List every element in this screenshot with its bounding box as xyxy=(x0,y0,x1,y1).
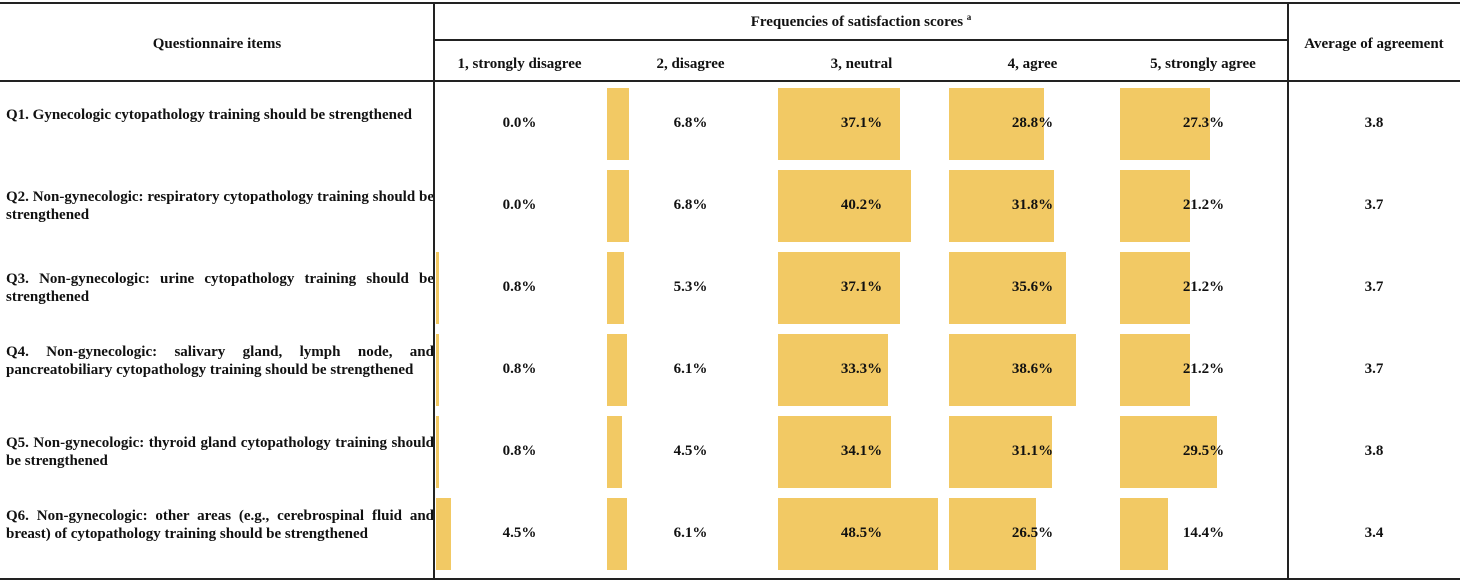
row-2-score-4-bar xyxy=(949,170,1054,242)
row-2-score-5-value: 21.2% xyxy=(1182,197,1225,213)
row-3-score-3-bar xyxy=(778,252,901,324)
row-3-score-1-value: 0.8% xyxy=(502,279,537,295)
subheader-rule xyxy=(434,39,1288,41)
score-col-2-header: 2, disagree xyxy=(656,56,725,72)
row-5-score-2-value: 4.5% xyxy=(673,443,708,459)
row-4-score-3-value: 33.3% xyxy=(840,361,883,377)
row-5-item: Q5. Non-gynecologic: thyroid gland cytop… xyxy=(6,435,434,469)
row-6-score-3-bar xyxy=(778,498,939,570)
row-6-score-1-bar xyxy=(436,498,451,570)
row-1-score-2-bar xyxy=(607,88,630,160)
row-3-score-1-bar xyxy=(436,252,439,324)
row-4-average: 3.7 xyxy=(1364,361,1384,377)
row-2-score-5-bar xyxy=(1120,170,1190,242)
average-header: Average of agreement xyxy=(1304,36,1444,52)
questionnaire-items-header: Questionnaire items xyxy=(152,36,282,52)
score-col-5-header: 5, strongly agree xyxy=(1150,56,1256,72)
row-2-item: Q2. Non-gynecologic: respiratory cytopat… xyxy=(6,189,434,223)
score-col-1-header: 1, strongly disagree xyxy=(457,56,582,72)
row-4-score-2-bar xyxy=(607,334,628,406)
row-4-score-5-value: 21.2% xyxy=(1182,361,1225,377)
row-5-score-5-bar xyxy=(1120,416,1218,488)
row-3-score-5-value: 21.2% xyxy=(1182,279,1225,295)
row-3-score-2-bar xyxy=(607,252,625,324)
row-6-score-2-bar xyxy=(607,498,628,570)
row-3-average: 3.7 xyxy=(1364,279,1384,295)
row-4-score-4-bar xyxy=(949,334,1077,406)
row-1-score-4-bar xyxy=(949,88,1045,160)
row-2-score-1-value: 0.0% xyxy=(502,197,537,213)
row-4-score-2-value: 6.1% xyxy=(673,361,708,377)
row-1-score-3-bar xyxy=(778,88,901,160)
row-1-score-5-value: 27.3% xyxy=(1182,115,1225,131)
row-5-score-1-bar xyxy=(436,416,439,488)
row-2-score-4-value: 31.8% xyxy=(1011,197,1054,213)
row-4-score-4-value: 38.6% xyxy=(1011,361,1054,377)
row-5-score-4-value: 31.1% xyxy=(1011,443,1054,459)
bottom-rule xyxy=(0,578,1460,580)
score-col-4-header: 4, agree xyxy=(1007,56,1058,72)
row-3-score-3-value: 37.1% xyxy=(840,279,883,295)
row-5-average: 3.8 xyxy=(1364,443,1384,459)
row-2-average: 3.7 xyxy=(1364,197,1384,213)
frequencies-header: Frequencies of satisfaction scores a xyxy=(434,12,1288,31)
row-3-score-4-bar xyxy=(949,252,1067,324)
row-4-score-1-value: 0.8% xyxy=(502,361,537,377)
row-4-score-5-bar xyxy=(1120,334,1190,406)
row-5-score-3-value: 34.1% xyxy=(840,443,883,459)
top-rule xyxy=(0,2,1460,4)
row-5-score-3-bar xyxy=(778,416,891,488)
row-6-score-4-value: 26.5% xyxy=(1011,525,1054,541)
row-6-score-1-value: 4.5% xyxy=(502,525,537,541)
row-3-item: Q3. Non-gynecologic: urine cytopathology… xyxy=(6,271,434,305)
row-1-score-1-value: 0.0% xyxy=(502,115,537,131)
row-6-item: Q6. Non-gynecologic: other areas (e.g., … xyxy=(6,508,434,542)
row-4-score-1-bar xyxy=(436,334,439,406)
row-1-average: 3.8 xyxy=(1364,115,1384,131)
row-4-score-3-bar xyxy=(778,334,888,406)
header-bottom-rule xyxy=(0,80,1460,82)
row-2-score-2-value: 6.8% xyxy=(673,197,708,213)
row-1-item: Q1. Gynecologic cytopathology training s… xyxy=(6,107,412,123)
row-2-score-2-bar xyxy=(607,170,630,242)
row-5-score-1-value: 0.8% xyxy=(502,443,537,459)
row-4-item: Q4. Non-gynecologic: salivary gland, lym… xyxy=(6,344,434,378)
row-1-score-5-bar xyxy=(1120,88,1211,160)
row-5-score-2-bar xyxy=(607,416,622,488)
row-3-score-5-bar xyxy=(1120,252,1190,324)
frequencies-header-text: Frequencies of satisfaction scores xyxy=(750,14,964,30)
row-3-score-4-value: 35.6% xyxy=(1011,279,1054,295)
average-divider xyxy=(1287,2,1289,580)
row-2-score-3-bar xyxy=(778,170,911,242)
row-1-score-3-value: 37.1% xyxy=(840,115,883,131)
row-6-score-2-value: 6.1% xyxy=(673,525,708,541)
row-6-average: 3.4 xyxy=(1364,525,1384,541)
frequencies-footnote-marker: a xyxy=(966,12,972,22)
row-1-score-2-value: 6.8% xyxy=(673,115,708,131)
row-6-score-5-bar xyxy=(1120,498,1168,570)
row-1-score-4-value: 28.8% xyxy=(1011,115,1054,131)
row-6-score-5-value: 14.4% xyxy=(1182,525,1225,541)
row-5-score-4-bar xyxy=(949,416,1052,488)
score-col-3-header: 3, neutral xyxy=(830,56,893,72)
row-5-score-5-value: 29.5% xyxy=(1182,443,1225,459)
row-2-score-3-value: 40.2% xyxy=(840,197,883,213)
row-6-score-3-value: 48.5% xyxy=(840,525,883,541)
row-3-score-2-value: 5.3% xyxy=(673,279,708,295)
row-6-score-4-bar xyxy=(949,498,1037,570)
items-divider xyxy=(433,2,435,580)
